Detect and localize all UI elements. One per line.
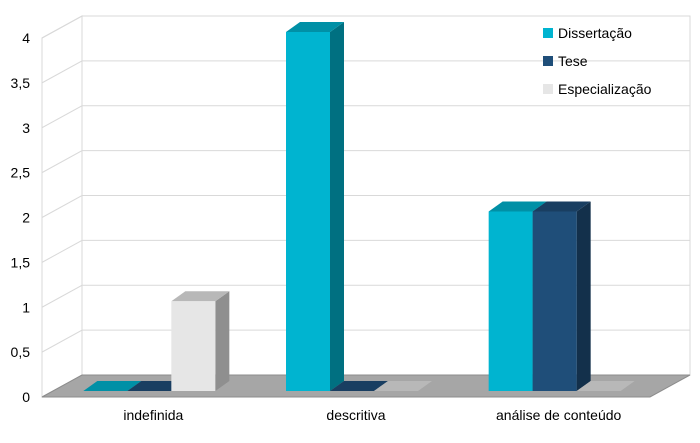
- bar-front-face: [286, 32, 330, 391]
- gridline: [41, 60, 690, 84]
- bar-front-face: [532, 211, 577, 391]
- bar-Tese-indefinida: [127, 381, 186, 391]
- bar-Especialização-descritiva: [374, 381, 432, 391]
- bar-Especialização-indefinida: [171, 291, 230, 391]
- bar-top-face: [83, 381, 142, 391]
- bar-Dissertação-indefinida: [83, 381, 142, 391]
- y-tick-label: 0: [22, 389, 30, 405]
- gridline: [41, 105, 690, 129]
- y-tick-label: 4: [22, 30, 30, 46]
- bar-top-face: [127, 381, 186, 391]
- legend-swatch: [543, 28, 553, 38]
- legend: Dissertação Tese Especialização: [543, 25, 652, 97]
- y-tick-label: 3: [22, 120, 30, 136]
- bar-top-face: [374, 381, 432, 391]
- gridline: [41, 15, 690, 39]
- x-category-label: descritiva: [326, 407, 385, 423]
- legend-label: Especialização: [558, 81, 652, 97]
- x-category-label: indefinida: [123, 407, 183, 423]
- bar-top-face: [171, 291, 230, 302]
- bar-Tese-análise de conteúdo: [532, 201, 591, 391]
- y-tick-label: 0,5: [11, 344, 31, 360]
- bars: [83, 22, 635, 391]
- gridline: [41, 239, 690, 263]
- legend-swatch: [543, 56, 553, 66]
- legend-swatch: [543, 84, 553, 94]
- y-axis-ticks: 0 0,5 1 1,5 2 2,5 3 3,5 4: [11, 30, 31, 405]
- bar-side-face: [330, 22, 344, 391]
- y-tick-label: 2: [22, 210, 30, 226]
- gridline: [41, 329, 690, 353]
- chart-walls: [41, 15, 691, 398]
- bar-top-face: [286, 22, 344, 32]
- gridline: [41, 284, 690, 308]
- bar-top-face: [532, 201, 591, 212]
- bar-Especialização-análise de conteúdo: [576, 381, 635, 391]
- y-tick-label: 1: [22, 299, 30, 315]
- y-tick-label: 2,5: [11, 165, 31, 181]
- bar-side-face: [576, 201, 591, 391]
- legend-label: Tese: [558, 53, 588, 69]
- gridline: [41, 195, 690, 218]
- bar-top-face: [576, 381, 635, 391]
- legend-label: Dissertação: [558, 25, 632, 41]
- x-axis-categories: indefinida descritiva análise de conteúdo: [123, 407, 621, 423]
- x-category-label: análise de conteúdo: [496, 407, 622, 423]
- bar-top-face: [488, 201, 547, 212]
- y-tick-label: 3,5: [11, 75, 31, 91]
- bar-front-face: [488, 211, 533, 391]
- bar-side-face: [215, 291, 230, 391]
- y-tick-label: 1,5: [11, 254, 31, 270]
- bar-front-face: [171, 301, 216, 391]
- bar-Tese-descritiva: [330, 381, 388, 391]
- gridlines: [41, 15, 690, 353]
- gridline: [41, 150, 690, 174]
- bar-top-face: [330, 381, 388, 391]
- bar-Dissertação-descritiva: [286, 22, 344, 391]
